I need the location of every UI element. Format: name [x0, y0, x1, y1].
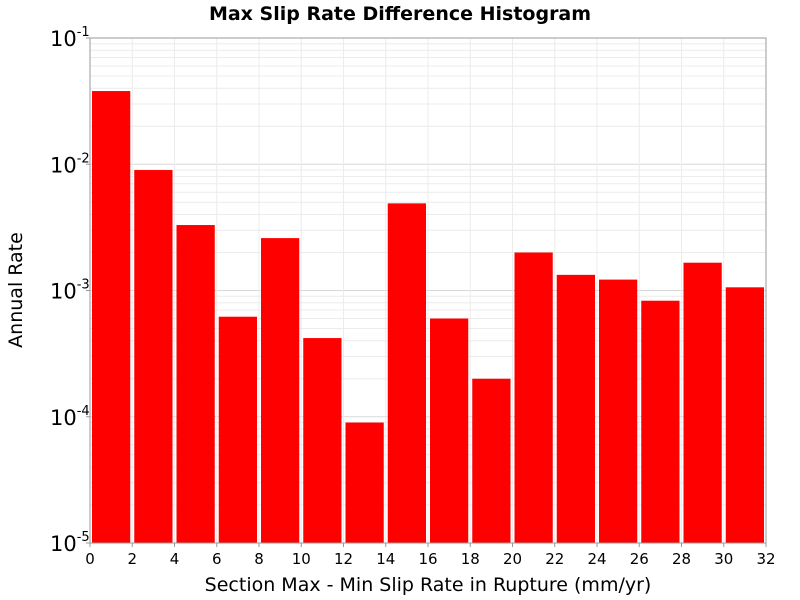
y-tick-label: 10-3 [50, 278, 90, 304]
x-tick-label: 6 [212, 550, 222, 568]
y-tick-label: 10-5 [50, 530, 90, 556]
y-tick-label: 10-1 [50, 25, 90, 51]
x-tick-label: 22 [545, 550, 564, 568]
x-tick-label: 20 [503, 550, 522, 568]
bar-7 [387, 203, 426, 544]
x-tick-label: 28 [672, 550, 691, 568]
x-tick-label: 0 [85, 550, 95, 568]
bar-14 [683, 262, 722, 543]
x-tick-label: 8 [254, 550, 264, 568]
x-tick-label: 16 [418, 550, 437, 568]
x-tick-label: 32 [756, 550, 775, 568]
y-tick-label: 10-4 [50, 404, 90, 430]
bar-8 [430, 318, 469, 543]
bar-1 [134, 170, 173, 543]
bar-12 [599, 279, 638, 543]
bar-5 [303, 338, 342, 543]
x-tick-label: 12 [334, 550, 353, 568]
bar-13 [641, 300, 680, 543]
bars [92, 91, 764, 544]
chart-title: Max Slip Rate Difference Histogram [209, 3, 591, 25]
x-tick-label: 4 [170, 550, 180, 568]
bar-11 [556, 274, 595, 543]
x-tick-label: 10 [292, 550, 311, 568]
y-axis-label: Annual Rate [5, 232, 27, 348]
y-tick-label: 10-2 [50, 151, 90, 177]
bar-15 [725, 287, 764, 543]
bar-0 [92, 91, 131, 544]
x-tick-label: 18 [461, 550, 480, 568]
bar-3 [218, 316, 257, 543]
bar-4 [261, 238, 300, 543]
x-tick-label: 26 [630, 550, 649, 568]
x-axis-ticks: 0 2 4 6 8 10 12 14 16 18 20 22 24 26 28 30 32 [85, 543, 776, 568]
bar-2 [176, 225, 215, 544]
bar-6 [345, 422, 384, 543]
bar-9 [472, 378, 511, 543]
x-tick-label: 14 [376, 550, 395, 568]
x-tick-label: 24 [587, 550, 606, 568]
x-tick-label: 2 [127, 550, 137, 568]
y-axis-ticks: 10-1 10-2 10-3 10-4 10-5 [50, 25, 90, 556]
bar-10 [514, 252, 553, 543]
x-tick-label: 30 [714, 550, 733, 568]
x-axis-label: Section Max - Min Slip Rate in Rupture (… [205, 574, 652, 596]
